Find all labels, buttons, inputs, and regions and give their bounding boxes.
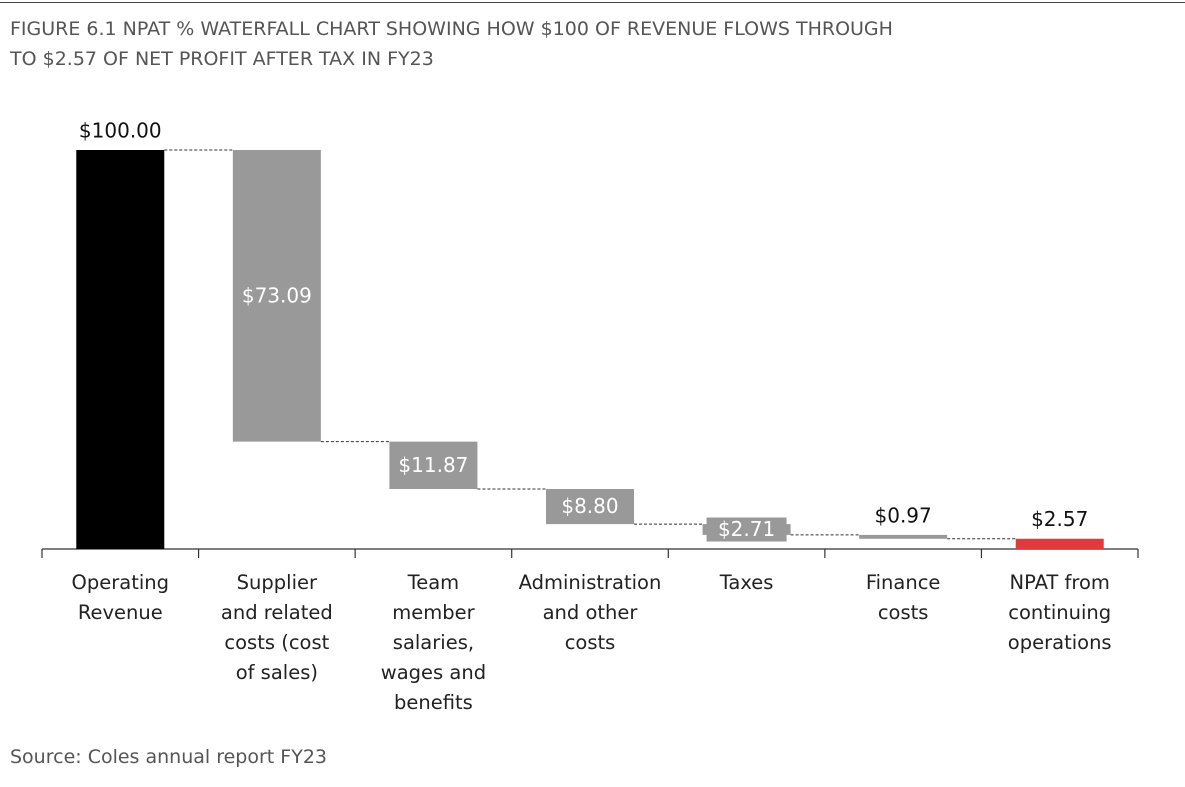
bar	[232, 150, 321, 442]
bar	[389, 441, 478, 489]
bar	[76, 150, 165, 549]
source: Source: Coles annual report FY23	[10, 746, 328, 768]
top-rule	[0, 2, 1185, 3]
x-tick-label: Taxes	[719, 571, 774, 594]
bar	[859, 534, 948, 539]
x-tick-label: Finance costs	[865, 571, 941, 624]
value-label: $11.87	[398, 453, 468, 477]
value-label: $8.80	[561, 494, 618, 518]
bar	[546, 488, 634, 525]
x-tick-label: Administration and other costs	[518, 571, 662, 654]
label-background	[706, 517, 787, 542]
value-label: $73.09	[242, 283, 312, 307]
value-label: $2.57	[1031, 507, 1088, 531]
x-tick-label: NPAT from continuing operations	[1007, 571, 1112, 654]
x-tick-label: Supplier and related costs (cost of sale…	[220, 571, 333, 684]
chart-title: FIGURE 6.1 NPAT % WATERFALL CHART SHOWIN…	[10, 18, 893, 70]
bar	[1015, 538, 1104, 549]
value-label: $2.71	[718, 517, 775, 541]
x-tick-label: Operating Revenue	[71, 571, 170, 624]
value-label: $100.00	[79, 119, 162, 143]
x-tick-label: Team member salaries, wages and benefits	[380, 571, 487, 714]
value-label: $0.97	[875, 503, 932, 527]
